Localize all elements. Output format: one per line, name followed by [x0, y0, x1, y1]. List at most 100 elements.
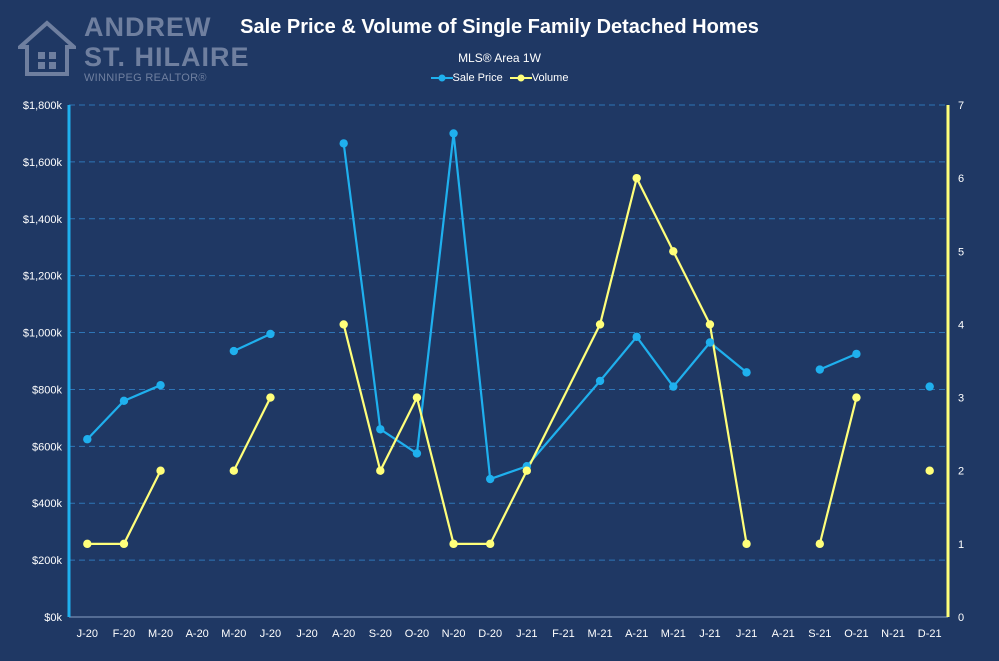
volume-point — [83, 539, 92, 549]
volume-point — [266, 393, 275, 402]
sale-price-point — [412, 449, 422, 458]
x-tick-label: M-20 — [221, 628, 246, 640]
x-tick-label: O-20 — [405, 628, 429, 640]
volume-line-segment — [525, 323, 602, 472]
volume-point — [412, 393, 422, 402]
volume-point — [449, 539, 458, 549]
x-tick-label: F-20 — [113, 628, 136, 640]
chart-subtitle: MLS® Area 1W — [458, 51, 541, 65]
y-left-tick-label: $0k — [44, 612, 62, 624]
volume-point — [925, 466, 934, 475]
sale-price-line-segment — [635, 336, 675, 388]
x-tick-label: A-21 — [772, 628, 795, 640]
y-left-tick-label: $1,200k — [23, 271, 63, 283]
chart-title: Sale Price & Volume of Single Family Det… — [240, 16, 759, 38]
sale-price-point — [266, 329, 275, 339]
volume-point — [852, 393, 861, 402]
y-right-tick-label: 2 — [958, 466, 964, 478]
sale-price-line-segment — [525, 380, 601, 467]
volume-line-segment — [708, 324, 748, 545]
volume-point — [742, 539, 751, 549]
volume-line-segment — [672, 250, 711, 325]
y-right-tick-label: 4 — [958, 319, 964, 331]
volume-point — [705, 320, 715, 329]
realtor-logo: ANDREW ST. HILAIRE WINNIPEG REALTOR® — [18, 8, 249, 88]
y-left-tick-label: $1,600k — [23, 157, 63, 169]
sale-price-line-segment — [123, 384, 161, 402]
x-tick-label: A-20 — [186, 628, 209, 640]
volume-line-segment — [232, 397, 272, 472]
volume-point — [815, 539, 825, 549]
sale-price-point — [669, 382, 678, 391]
volume-line-segment — [342, 324, 382, 471]
sale-price-point — [595, 376, 605, 386]
volume-line-segment — [635, 177, 675, 252]
y-left-tick-label: $200k — [32, 555, 62, 567]
legend-swatch-sale-price — [430, 74, 453, 82]
sale-price-line-segment — [452, 133, 492, 480]
x-tick-label: J-21 — [736, 628, 757, 640]
legend-swatch-volume — [509, 74, 532, 82]
y-left-tick-label: $1,800k — [23, 100, 63, 112]
x-tick-label: M-21 — [661, 628, 686, 640]
volume-point — [156, 466, 165, 475]
volume-line-segment — [379, 397, 418, 472]
volume-line-segment — [598, 177, 638, 325]
legend-label-volume: Volume — [531, 72, 569, 84]
y-left-tick-label: $1,000k — [23, 328, 63, 340]
sale-price-line-segment — [489, 465, 528, 481]
sale-price-line-segment — [819, 352, 857, 371]
volume-point — [339, 320, 348, 329]
logo-name-first: ANDREW — [84, 12, 212, 42]
sale-price-point — [485, 474, 495, 484]
sale-price-point — [705, 338, 715, 347]
sale-price-point — [119, 396, 129, 406]
x-tick-label: S-21 — [808, 628, 831, 640]
sale-price-point — [156, 380, 165, 390]
y-right-tick-label: 6 — [958, 173, 964, 185]
sale-price-line-segment — [86, 400, 125, 440]
sale-price-point — [815, 365, 825, 374]
logo-name-last: ST. HILAIRE — [84, 42, 250, 72]
volume-point — [522, 466, 532, 475]
chart-legend: Sale Price Volume — [0, 72, 999, 86]
y-right-tick-label: 1 — [958, 539, 964, 551]
sale-price-point — [449, 129, 458, 138]
logo-tagline: WINNIPEG REALTOR® — [84, 72, 207, 84]
sale-price-point — [339, 139, 348, 148]
volume-line-segment — [122, 470, 162, 545]
volume-point — [632, 173, 641, 183]
y-right-tick-label: 3 — [958, 393, 964, 405]
y-left-tick-label: $400k — [32, 498, 62, 510]
legend-label-sale-price: Sale Price — [452, 72, 503, 84]
volume-point — [595, 320, 605, 329]
sale-price-line-segment — [233, 332, 271, 353]
sale-price-line-segment — [342, 143, 382, 430]
sale-price-line-segment — [709, 341, 748, 374]
sale-price-point — [376, 425, 385, 434]
y-right-tick-label: 0 — [958, 612, 964, 624]
y-right-tick-label: 7 — [958, 100, 964, 112]
x-tick-label: D-20 — [478, 628, 502, 640]
sale-price-point — [229, 346, 239, 356]
legend-item-volume: Volume — [509, 72, 569, 84]
x-tick-label: M-20 — [148, 628, 173, 640]
x-tick-label: J-21 — [699, 628, 720, 640]
sale-price-line-segment — [672, 341, 711, 388]
x-tick-label: A-20 — [332, 628, 355, 640]
sale-price-line-segment — [379, 428, 418, 455]
x-tick-label: N-20 — [442, 628, 466, 640]
sale-price-point — [925, 382, 934, 391]
volume-point — [669, 247, 678, 256]
y-right-tick-label: 5 — [958, 246, 964, 258]
x-tick-label: M-21 — [588, 628, 613, 640]
x-tick-label: J-21 — [516, 628, 537, 640]
house-icon — [18, 20, 76, 76]
sale-price-point — [632, 332, 641, 342]
sale-price-point — [852, 349, 861, 359]
x-tick-label: J-20 — [260, 628, 281, 640]
x-tick-label: O-21 — [844, 628, 868, 640]
sale-price-line-segment — [415, 133, 455, 454]
sale-price-line-segment — [599, 336, 638, 382]
